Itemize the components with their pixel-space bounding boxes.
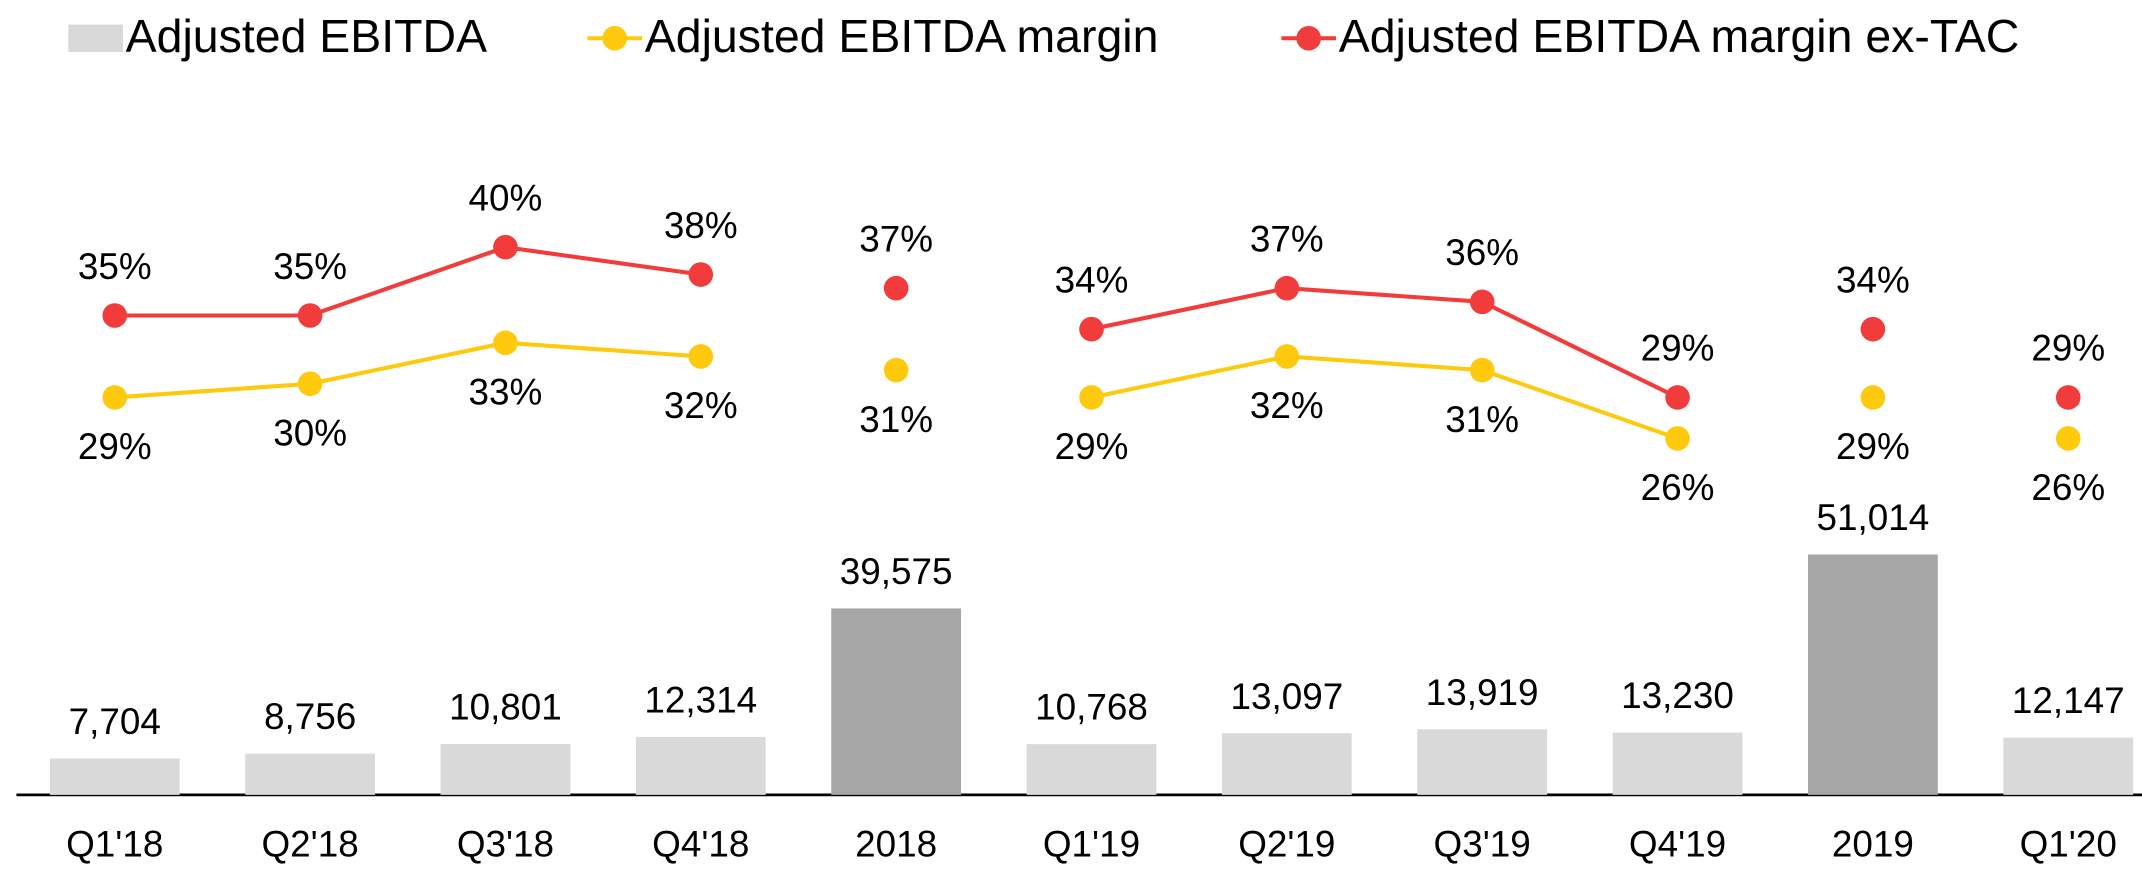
- x-tick-label: Q4'18: [652, 824, 749, 865]
- line-segment: [1481, 368, 1679, 441]
- point: [297, 371, 323, 397]
- bar: [1026, 744, 1157, 795]
- x-tick-label: Q1'18: [66, 824, 163, 865]
- point: [883, 275, 909, 301]
- data-label: 13,097: [1230, 676, 1343, 717]
- x-tick-label: Q4'19: [1629, 824, 1726, 865]
- data-label: 7,704: [69, 701, 161, 742]
- point: [1665, 385, 1690, 410]
- data-label: 29%: [1055, 426, 1129, 467]
- bar: [1807, 554, 1938, 795]
- data-label: 31%: [1445, 399, 1519, 440]
- data-label: 33%: [469, 371, 543, 412]
- x-tick-label: Q1'20: [2020, 824, 2117, 865]
- legend-label: Adjusted EBITDA margin ex-TAC: [1339, 10, 2020, 62]
- line-segment: [1481, 299, 1679, 400]
- data-label: 13,230: [1621, 675, 1734, 716]
- point: [688, 344, 714, 369]
- x-tick-label: Q2'18: [261, 824, 358, 865]
- data-label: 30%: [273, 412, 347, 453]
- legend-swatch: [1296, 25, 1321, 51]
- legend-label: Adjusted EBITDA margin: [645, 10, 1159, 62]
- line-segment: [1091, 354, 1288, 400]
- point: [1469, 357, 1495, 383]
- data-label: 32%: [664, 385, 738, 426]
- data-label: 38%: [664, 205, 738, 246]
- data-label: 8,756: [264, 696, 356, 737]
- point: [2055, 426, 2081, 451]
- point: [1274, 344, 1300, 369]
- point: [493, 234, 518, 260]
- data-label: 37%: [1250, 218, 1324, 259]
- point: [1079, 385, 1104, 410]
- data-label: 36%: [1445, 232, 1519, 273]
- data-label: 39,575: [840, 551, 953, 592]
- point: [102, 385, 128, 410]
- point: [1860, 316, 1886, 342]
- x-tick-label: Q3'19: [1434, 824, 1531, 865]
- data-label: 32%: [1250, 385, 1324, 426]
- bar: [1612, 732, 1743, 795]
- data-label: 29%: [2031, 328, 2105, 369]
- line-segment: [114, 381, 311, 400]
- point: [102, 303, 128, 328]
- legend-swatch: [68, 24, 123, 52]
- bar: [1221, 733, 1352, 795]
- data-label: 29%: [78, 426, 152, 467]
- point: [1469, 289, 1495, 315]
- point: [883, 357, 909, 383]
- point: [1860, 385, 1886, 410]
- bar: [49, 758, 180, 795]
- data-label: 51,014: [1817, 497, 1930, 538]
- legend-label: Adjusted EBITDA: [126, 10, 487, 62]
- data-label: 37%: [859, 218, 933, 259]
- data-label: 10,801: [449, 687, 562, 728]
- data-label: 13,919: [1426, 672, 1539, 713]
- line-segment: [309, 340, 506, 386]
- line-segment: [505, 340, 701, 359]
- line-segment: [309, 245, 507, 318]
- line-segment: [505, 245, 702, 277]
- point: [297, 303, 323, 328]
- point: [2055, 385, 2081, 410]
- line-segment: [1286, 354, 1483, 373]
- point: [493, 330, 518, 356]
- data-label: 34%: [1836, 259, 1910, 300]
- point: [1079, 316, 1104, 342]
- data-label: 29%: [1641, 328, 1715, 369]
- bar: [245, 753, 375, 795]
- data-label: 26%: [2031, 467, 2105, 508]
- point: [1274, 275, 1300, 301]
- legend-swatch: [602, 25, 628, 51]
- data-label: 34%: [1055, 259, 1129, 300]
- bar: [2003, 737, 2134, 795]
- bar: [1417, 729, 1548, 795]
- data-label: 29%: [1836, 426, 1910, 467]
- data-label: 35%: [273, 246, 347, 287]
- point: [1665, 426, 1690, 451]
- data-label: 35%: [78, 246, 152, 287]
- point: [688, 262, 714, 287]
- x-tick-label: Q1'19: [1043, 824, 1140, 865]
- x-tick-label: Q2'19: [1238, 824, 1335, 865]
- data-label: 10,768: [1035, 687, 1148, 728]
- bar: [635, 736, 766, 795]
- data-label: 12,314: [644, 679, 757, 720]
- x-tick-label: Q3'18: [457, 824, 554, 865]
- bar: [831, 608, 962, 795]
- x-tick-label: 2018: [855, 824, 937, 865]
- data-label: 26%: [1641, 467, 1715, 508]
- bar: [440, 743, 571, 795]
- line-segment: [1091, 286, 1288, 332]
- line-segment: [1286, 286, 1483, 304]
- data-label: 40%: [469, 178, 543, 219]
- x-tick-label: 2019: [1832, 824, 1914, 865]
- data-label: 12,147: [2012, 680, 2125, 721]
- data-label: 31%: [859, 399, 933, 440]
